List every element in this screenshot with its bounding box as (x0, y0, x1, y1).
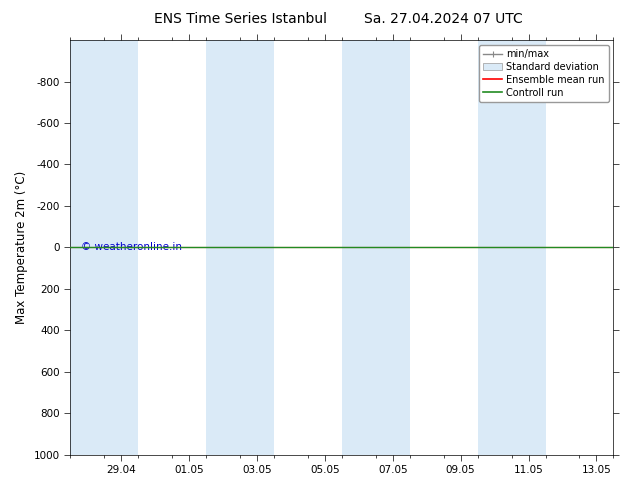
Text: © weatheronline.in: © weatheronline.in (81, 242, 182, 251)
Legend: min/max, Standard deviation, Ensemble mean run, Controll run: min/max, Standard deviation, Ensemble me… (479, 45, 609, 101)
Bar (206, 40, 274, 455)
Bar (477, 40, 545, 455)
Bar (70, 40, 138, 455)
Y-axis label: Max Temperature 2m (°C): Max Temperature 2m (°C) (15, 171, 28, 324)
Text: Sa. 27.04.2024 07 UTC: Sa. 27.04.2024 07 UTC (365, 12, 523, 26)
Text: ENS Time Series Istanbul: ENS Time Series Istanbul (155, 12, 327, 26)
Bar (342, 40, 410, 455)
